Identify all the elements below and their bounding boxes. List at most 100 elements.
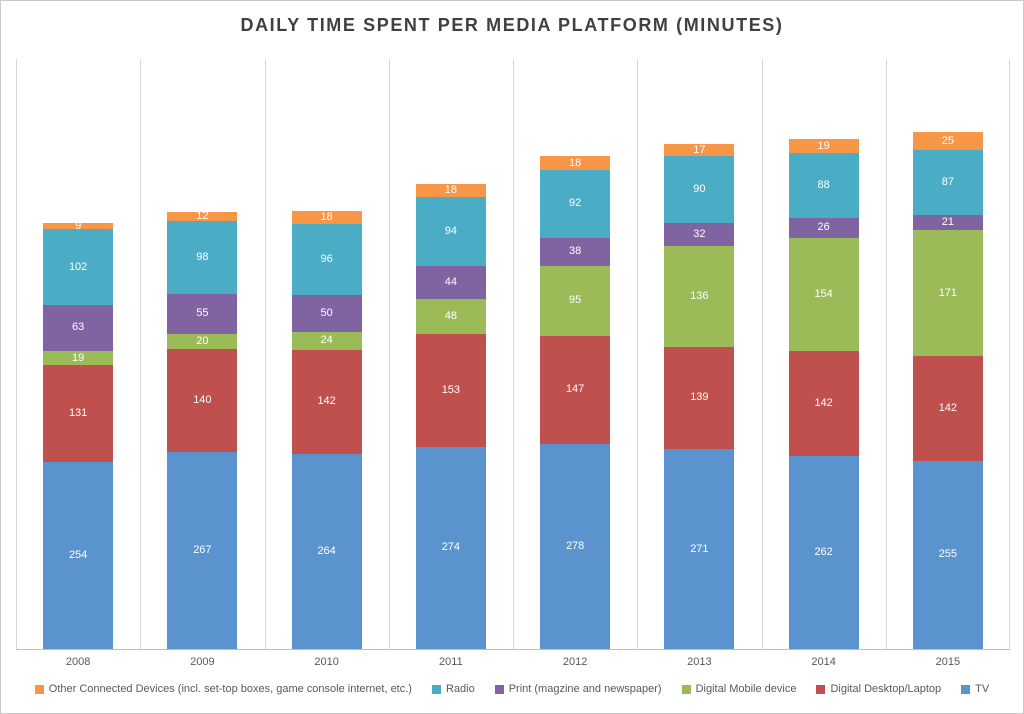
bar-segment: 274 bbox=[415, 446, 486, 649]
bar-column: 25 87 21 171 142 255 bbox=[886, 59, 1010, 649]
gridline bbox=[140, 59, 142, 649]
legend-item: Digital Desktop/Laptop bbox=[816, 683, 941, 695]
bar-segment: 139 bbox=[664, 346, 735, 450]
bar-segment: 142 bbox=[291, 349, 362, 455]
bar-segment: 142 bbox=[912, 356, 983, 461]
segment-label: 19 bbox=[72, 351, 85, 364]
bar-segment: 278 bbox=[540, 443, 611, 649]
gridline bbox=[637, 59, 639, 649]
x-tick-label: 2011 bbox=[439, 656, 463, 668]
bar-segment: 25 bbox=[912, 132, 983, 151]
legend-label: Radio bbox=[445, 683, 475, 695]
x-tick-label: 2008 bbox=[65, 656, 91, 668]
stacked-bar: 19 88 26 154 142 262 bbox=[788, 139, 859, 649]
bar-segment: 21 bbox=[912, 214, 983, 231]
x-tick-label: 2015 bbox=[935, 656, 961, 668]
segment-label: 55 bbox=[196, 307, 209, 320]
bar-segment: 131 bbox=[43, 365, 114, 462]
segment-label: 18 bbox=[569, 156, 582, 169]
segment-label: 92 bbox=[569, 197, 582, 210]
bar-segment: 55 bbox=[167, 293, 238, 335]
segment-label: 25 bbox=[941, 134, 954, 147]
segment-label: 142 bbox=[814, 396, 833, 409]
bar-segment: 171 bbox=[912, 230, 983, 357]
segment-label: 255 bbox=[938, 548, 958, 561]
bar-segment: 147 bbox=[540, 335, 611, 444]
legend-label: Other Connected Devices (incl. set-top b… bbox=[48, 683, 412, 695]
bar-segment: 154 bbox=[788, 237, 859, 352]
segment-label: 95 bbox=[569, 294, 582, 307]
bar-segment: 38 bbox=[540, 237, 611, 266]
bar-segment: 136 bbox=[664, 246, 735, 347]
segment-label: 63 bbox=[72, 321, 85, 334]
x-tick-label: 2014 bbox=[811, 656, 836, 668]
segment-label: 274 bbox=[441, 541, 461, 554]
chart-title: DAILY TIME SPENT PER MEDIA PLATFORM (MIN… bbox=[240, 15, 784, 35]
gridline bbox=[264, 59, 266, 649]
bar-segment: 264 bbox=[291, 454, 362, 649]
segment-label: 12 bbox=[196, 210, 209, 223]
bar-segment: 88 bbox=[788, 153, 859, 219]
stacked-bar: 25 87 21 171 142 255 bbox=[912, 132, 983, 649]
bar-segment: 18 bbox=[540, 156, 611, 170]
legend-swatch bbox=[34, 684, 44, 694]
segment-label: 102 bbox=[68, 260, 88, 273]
segment-label: 24 bbox=[320, 334, 333, 347]
bar-segment: 12 bbox=[167, 210, 238, 223]
x-tick-label: 2012 bbox=[562, 656, 588, 668]
legend-label: Digital Mobile device bbox=[695, 683, 797, 695]
bar-segment: 19 bbox=[43, 351, 114, 366]
bar-segment: 26 bbox=[788, 218, 859, 238]
segment-label: 50 bbox=[320, 306, 333, 319]
stacked-bar: 12 98 55 20 140 267 bbox=[167, 210, 238, 649]
gridline bbox=[1009, 59, 1010, 649]
x-axis: 2008 2009 2010 2011 2012 2013 2014 2015 bbox=[16, 656, 1010, 668]
bar-column: 18 94 44 48 153 274 bbox=[389, 59, 513, 649]
bar-segment: 9 bbox=[43, 220, 114, 231]
legend-label: TV bbox=[975, 683, 990, 695]
bar-segment: 90 bbox=[664, 156, 735, 223]
bar-segment: 18 bbox=[415, 183, 486, 197]
bar-column: 12 98 55 20 140 267 bbox=[140, 59, 264, 649]
bar-segment: 20 bbox=[167, 334, 238, 349]
segment-label: 267 bbox=[193, 544, 212, 557]
legend-label: Digital Desktop/Laptop bbox=[830, 683, 942, 695]
bar-column: 9 102 63 19 131 254 bbox=[16, 59, 140, 649]
bar-segment: 271 bbox=[664, 449, 735, 649]
bar-segment: 255 bbox=[912, 460, 983, 649]
segment-label: 254 bbox=[68, 548, 88, 561]
x-tick-label: 2013 bbox=[687, 656, 712, 668]
bar-segment: 18 bbox=[291, 210, 362, 225]
gridline bbox=[513, 59, 514, 649]
bar-segment: 254 bbox=[43, 461, 114, 649]
segment-label: 98 bbox=[196, 250, 209, 263]
stacked-bar: 18 92 38 95 147 278 bbox=[540, 156, 611, 649]
gridline bbox=[388, 59, 390, 649]
segment-label: 18 bbox=[444, 183, 457, 196]
segment-label: 20 bbox=[196, 334, 209, 347]
segment-label: 142 bbox=[938, 402, 958, 415]
bars-container: 9 102 63 19 131 254 12 98 55 20 140 267 18 96 50 24 142 2… bbox=[16, 59, 1010, 649]
segment-label: 140 bbox=[193, 393, 212, 406]
bar-segment: 32 bbox=[664, 222, 735, 247]
gridline bbox=[16, 59, 17, 649]
legend-label: Print (magzine and newspaper) bbox=[508, 683, 662, 695]
stacked-bar: 18 94 44 48 153 274 bbox=[415, 183, 486, 649]
segment-label: 262 bbox=[814, 545, 833, 558]
segment-label: 38 bbox=[569, 245, 582, 257]
bar-column: 18 92 38 95 147 278 bbox=[513, 59, 637, 649]
legend-item: TV bbox=[961, 683, 989, 695]
legend: Other Connected Devices (incl. set-top b… bbox=[1, 683, 1023, 695]
segment-label: 171 bbox=[938, 286, 958, 299]
legend-swatch bbox=[961, 684, 971, 694]
segment-label: 139 bbox=[690, 391, 709, 404]
bar-segment: 50 bbox=[291, 295, 362, 332]
legend-swatch bbox=[431, 684, 441, 694]
bar-segment: 102 bbox=[43, 229, 114, 305]
bar-segment: 94 bbox=[415, 196, 486, 267]
segment-label: 48 bbox=[444, 309, 457, 322]
segment-label: 90 bbox=[693, 183, 706, 196]
segment-label: 96 bbox=[320, 253, 333, 266]
bar-column: 19 88 26 154 142 262 bbox=[762, 59, 886, 649]
segment-label: 154 bbox=[814, 287, 833, 300]
